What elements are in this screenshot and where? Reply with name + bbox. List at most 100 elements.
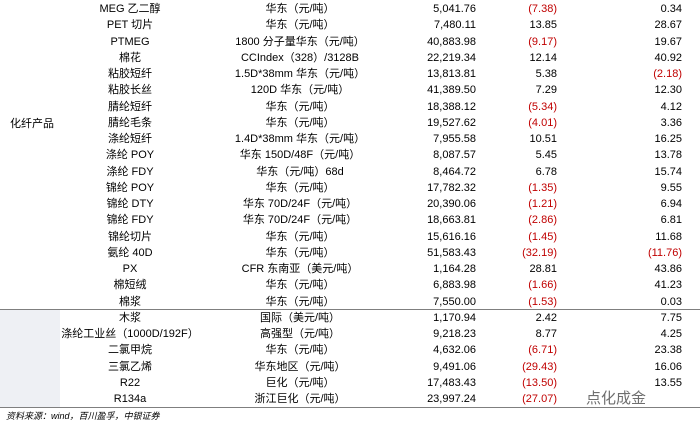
change-2-cell: 4.12 (660, 100, 682, 113)
change-1-cell: 8.77 (535, 328, 557, 340)
price-cell: 7,480.11 (433, 19, 476, 32)
spec-cell: 国际（美元/吨） (259, 311, 341, 324)
product-cell: 木浆 (119, 311, 141, 324)
product-cell: 涤纶工业丝（1000D/192F） (61, 328, 199, 340)
change-1-cell: (6.71) (528, 344, 557, 357)
price-cell: 6,883.98 (433, 279, 476, 292)
change-1-cell: 10.51 (529, 133, 557, 145)
spec-cell: 1.5D*38mm 华东（元/吨） (234, 68, 366, 80)
change-2-cell: 41.23 (654, 279, 682, 292)
product-cell: PX (122, 263, 138, 275)
change-1-cell: (2.86) (528, 214, 557, 227)
price-cell: 41,389.50 (427, 84, 476, 97)
change-1-cell: (5.34) (528, 100, 557, 113)
product-cell: 锦纶 DTY (106, 198, 154, 210)
product-cell: 锦纶切片 (108, 230, 152, 243)
change-2-cell: 16.25 (654, 133, 682, 145)
product-cell: 锦纶 POY (105, 181, 155, 194)
price-cell: 8,464.72 (433, 165, 476, 178)
change-1-cell: (29.43) (522, 360, 557, 373)
change-1-cell: (1.35) (528, 181, 557, 194)
spec-cell: CCIndex（328）/3128B (240, 51, 359, 64)
change-2-cell: 28.67 (654, 19, 682, 32)
spec-cell: 华东（元/吨） (265, 3, 335, 15)
change-2-cell: 16.06 (654, 360, 682, 373)
change-1-cell: (1.21) (528, 198, 557, 210)
product-cell: 棉花 (119, 51, 141, 64)
spec-cell: 华东（元/吨） (265, 181, 335, 194)
change-2-cell: (11.76) (647, 246, 682, 259)
price-cell: 18,388.12 (427, 100, 476, 113)
product-cell: 涤纶短纤 (108, 133, 152, 145)
product-cell: 锦纶 FDY (106, 214, 154, 227)
spec-cell: 华东 70D/24F（元/吨） (242, 198, 358, 210)
price-cell: 40,883.98 (427, 35, 476, 48)
change-1-cell: 5.38 (535, 68, 557, 80)
price-cell: 17,483.43 (427, 376, 476, 389)
spec-cell: 巨化（元/吨） (265, 376, 335, 389)
change-2-cell: 9.55 (660, 181, 682, 194)
product-cell: R134a (113, 393, 147, 405)
price-cell: 51,583.43 (427, 246, 476, 259)
watermark: 点化成金 (586, 390, 647, 407)
product-cell: MEG 乙二醇 (99, 3, 161, 15)
spec-cell: 1.4D*38mm 华东（元/吨） (234, 133, 366, 145)
source-note: 资料来源：wind，百川盈孚，中银证券 (6, 411, 160, 421)
change-1-cell: 6.78 (535, 165, 557, 178)
product-cell: 涤纶 POY (105, 149, 155, 162)
price-cell: 13,813.81 (427, 68, 476, 80)
change-1-cell: 13.85 (529, 19, 557, 32)
product-cell: 腈纶毛条 (108, 116, 152, 129)
spec-cell: 华东（元/吨） (265, 19, 335, 32)
price-cell: 22,219.34 (427, 51, 476, 64)
change-2-cell: 13.55 (654, 376, 682, 389)
product-cell: 棉浆 (119, 295, 141, 308)
change-1-cell: (9.17) (528, 35, 557, 48)
price-cell: 19,527.62 (427, 116, 476, 129)
product-cell: 二氯甲烷 (108, 344, 152, 357)
spec-cell: 华东 70D/24F（元/吨） (242, 214, 358, 227)
spec-cell: 高强型（元/吨） (259, 328, 341, 340)
change-1-cell: (7.38) (528, 3, 557, 15)
change-2-cell: 23.38 (654, 344, 682, 357)
spec-cell: 华东 150D/48F（元/吨） (239, 149, 361, 162)
change-1-cell: (1.66) (528, 279, 557, 292)
spec-cell: 华东（元/吨） (265, 279, 335, 292)
change-2-cell: 12.30 (654, 84, 682, 97)
change-1-cell: (32.19) (522, 246, 557, 259)
product-cell: 棉短绒 (113, 279, 147, 292)
change-1-cell: 28.81 (529, 263, 557, 275)
change-1-cell: (4.01) (528, 116, 557, 129)
price-cell: 5,041.76 (433, 3, 476, 15)
separator (0, 308, 700, 310)
price-cell: 4,632.06 (433, 344, 476, 357)
change-2-cell: 19.67 (654, 35, 682, 48)
change-1-cell: (27.07) (522, 393, 557, 405)
change-1-cell: (1.45) (528, 230, 557, 243)
price-cell: 18,663.81 (427, 214, 476, 227)
change-2-cell: 15.74 (654, 165, 682, 178)
spec-cell: CFR 东南亚（美元/吨） (241, 263, 359, 275)
price-cell: 8,087.57 (433, 149, 476, 162)
spec-cell: 华东（元/吨） (265, 100, 335, 113)
product-cell: PTMEG (110, 35, 150, 48)
product-cell: 腈纶短纤 (108, 100, 152, 113)
price-cell: 1,164.28 (433, 263, 476, 275)
product-cell: 粘胶短纤 (108, 68, 152, 80)
product-cell: 粘胶长丝 (108, 84, 152, 97)
product-cell: R22 (119, 376, 141, 389)
spec-cell: 120D 华东（元/吨） (250, 84, 350, 97)
price-cell: 7,955.58 (433, 133, 476, 145)
change-2-cell: 4.25 (660, 328, 682, 340)
spec-cell: 华东（元/吨） (265, 246, 335, 259)
change-2-cell: 40.92 (654, 51, 682, 64)
change-1-cell: 2.42 (535, 311, 557, 324)
price-cell: 23,997.24 (427, 393, 476, 405)
change-1-cell: (13.50) (522, 376, 557, 389)
change-1-cell: 5.45 (535, 149, 557, 162)
group-label: 化纤产品 (10, 117, 54, 130)
spec-cell: 华东（元/吨） (265, 295, 335, 308)
change-1-cell: (1.53) (528, 295, 557, 308)
product-cell: PET 切片 (106, 19, 154, 32)
